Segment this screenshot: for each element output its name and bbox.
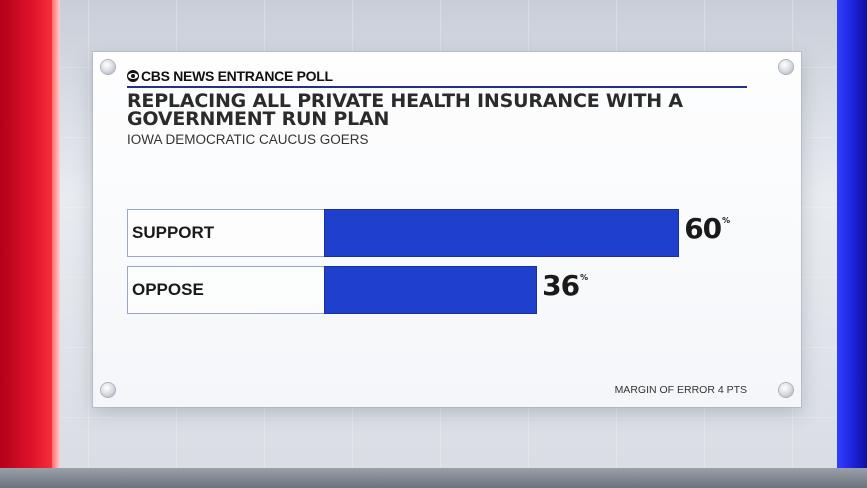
bar-row-oppose: OPPOSE 36% (127, 266, 747, 314)
bolt-icon-top-left (101, 60, 115, 74)
studio-floor (0, 468, 867, 488)
chart-title: REPLACING ALL PRIVATE HEALTH INSURANCE W… (127, 90, 683, 130)
data-label-unit: % (580, 273, 588, 282)
brand-name: CBS NEWS ENTRANCE POLL (141, 68, 333, 84)
cbs-eye-icon (127, 69, 139, 82)
poll-panel: CBS NEWS ENTRANCE POLL REPLACING ALL PRI… (93, 52, 801, 407)
bar-label: SUPPORT (127, 209, 328, 257)
bolt-icon-bottom-left (101, 383, 115, 397)
chart-subtitle: IOWA DEMOCRATIC CAUCUS GOERS (127, 132, 369, 147)
bar (324, 266, 538, 314)
data-label-unit: % (722, 216, 730, 225)
data-label: 60% (684, 212, 730, 245)
data-label-value: 60 (684, 212, 722, 245)
margin-of-error: MARGIN OF ERROR 4 PTS (614, 384, 747, 396)
data-label: 36% (542, 269, 588, 302)
bar-label: OPPOSE (127, 266, 328, 314)
brand-header: CBS NEWS ENTRANCE POLL (127, 66, 747, 88)
bar-row-support: SUPPORT 60% (127, 209, 747, 257)
bar (324, 209, 680, 257)
red-side-wall (0, 0, 60, 488)
bolt-icon-bottom-right (779, 383, 793, 397)
data-label-value: 36 (542, 269, 580, 302)
bolt-icon-top-right (779, 60, 793, 74)
blue-side-wall (837, 0, 867, 488)
